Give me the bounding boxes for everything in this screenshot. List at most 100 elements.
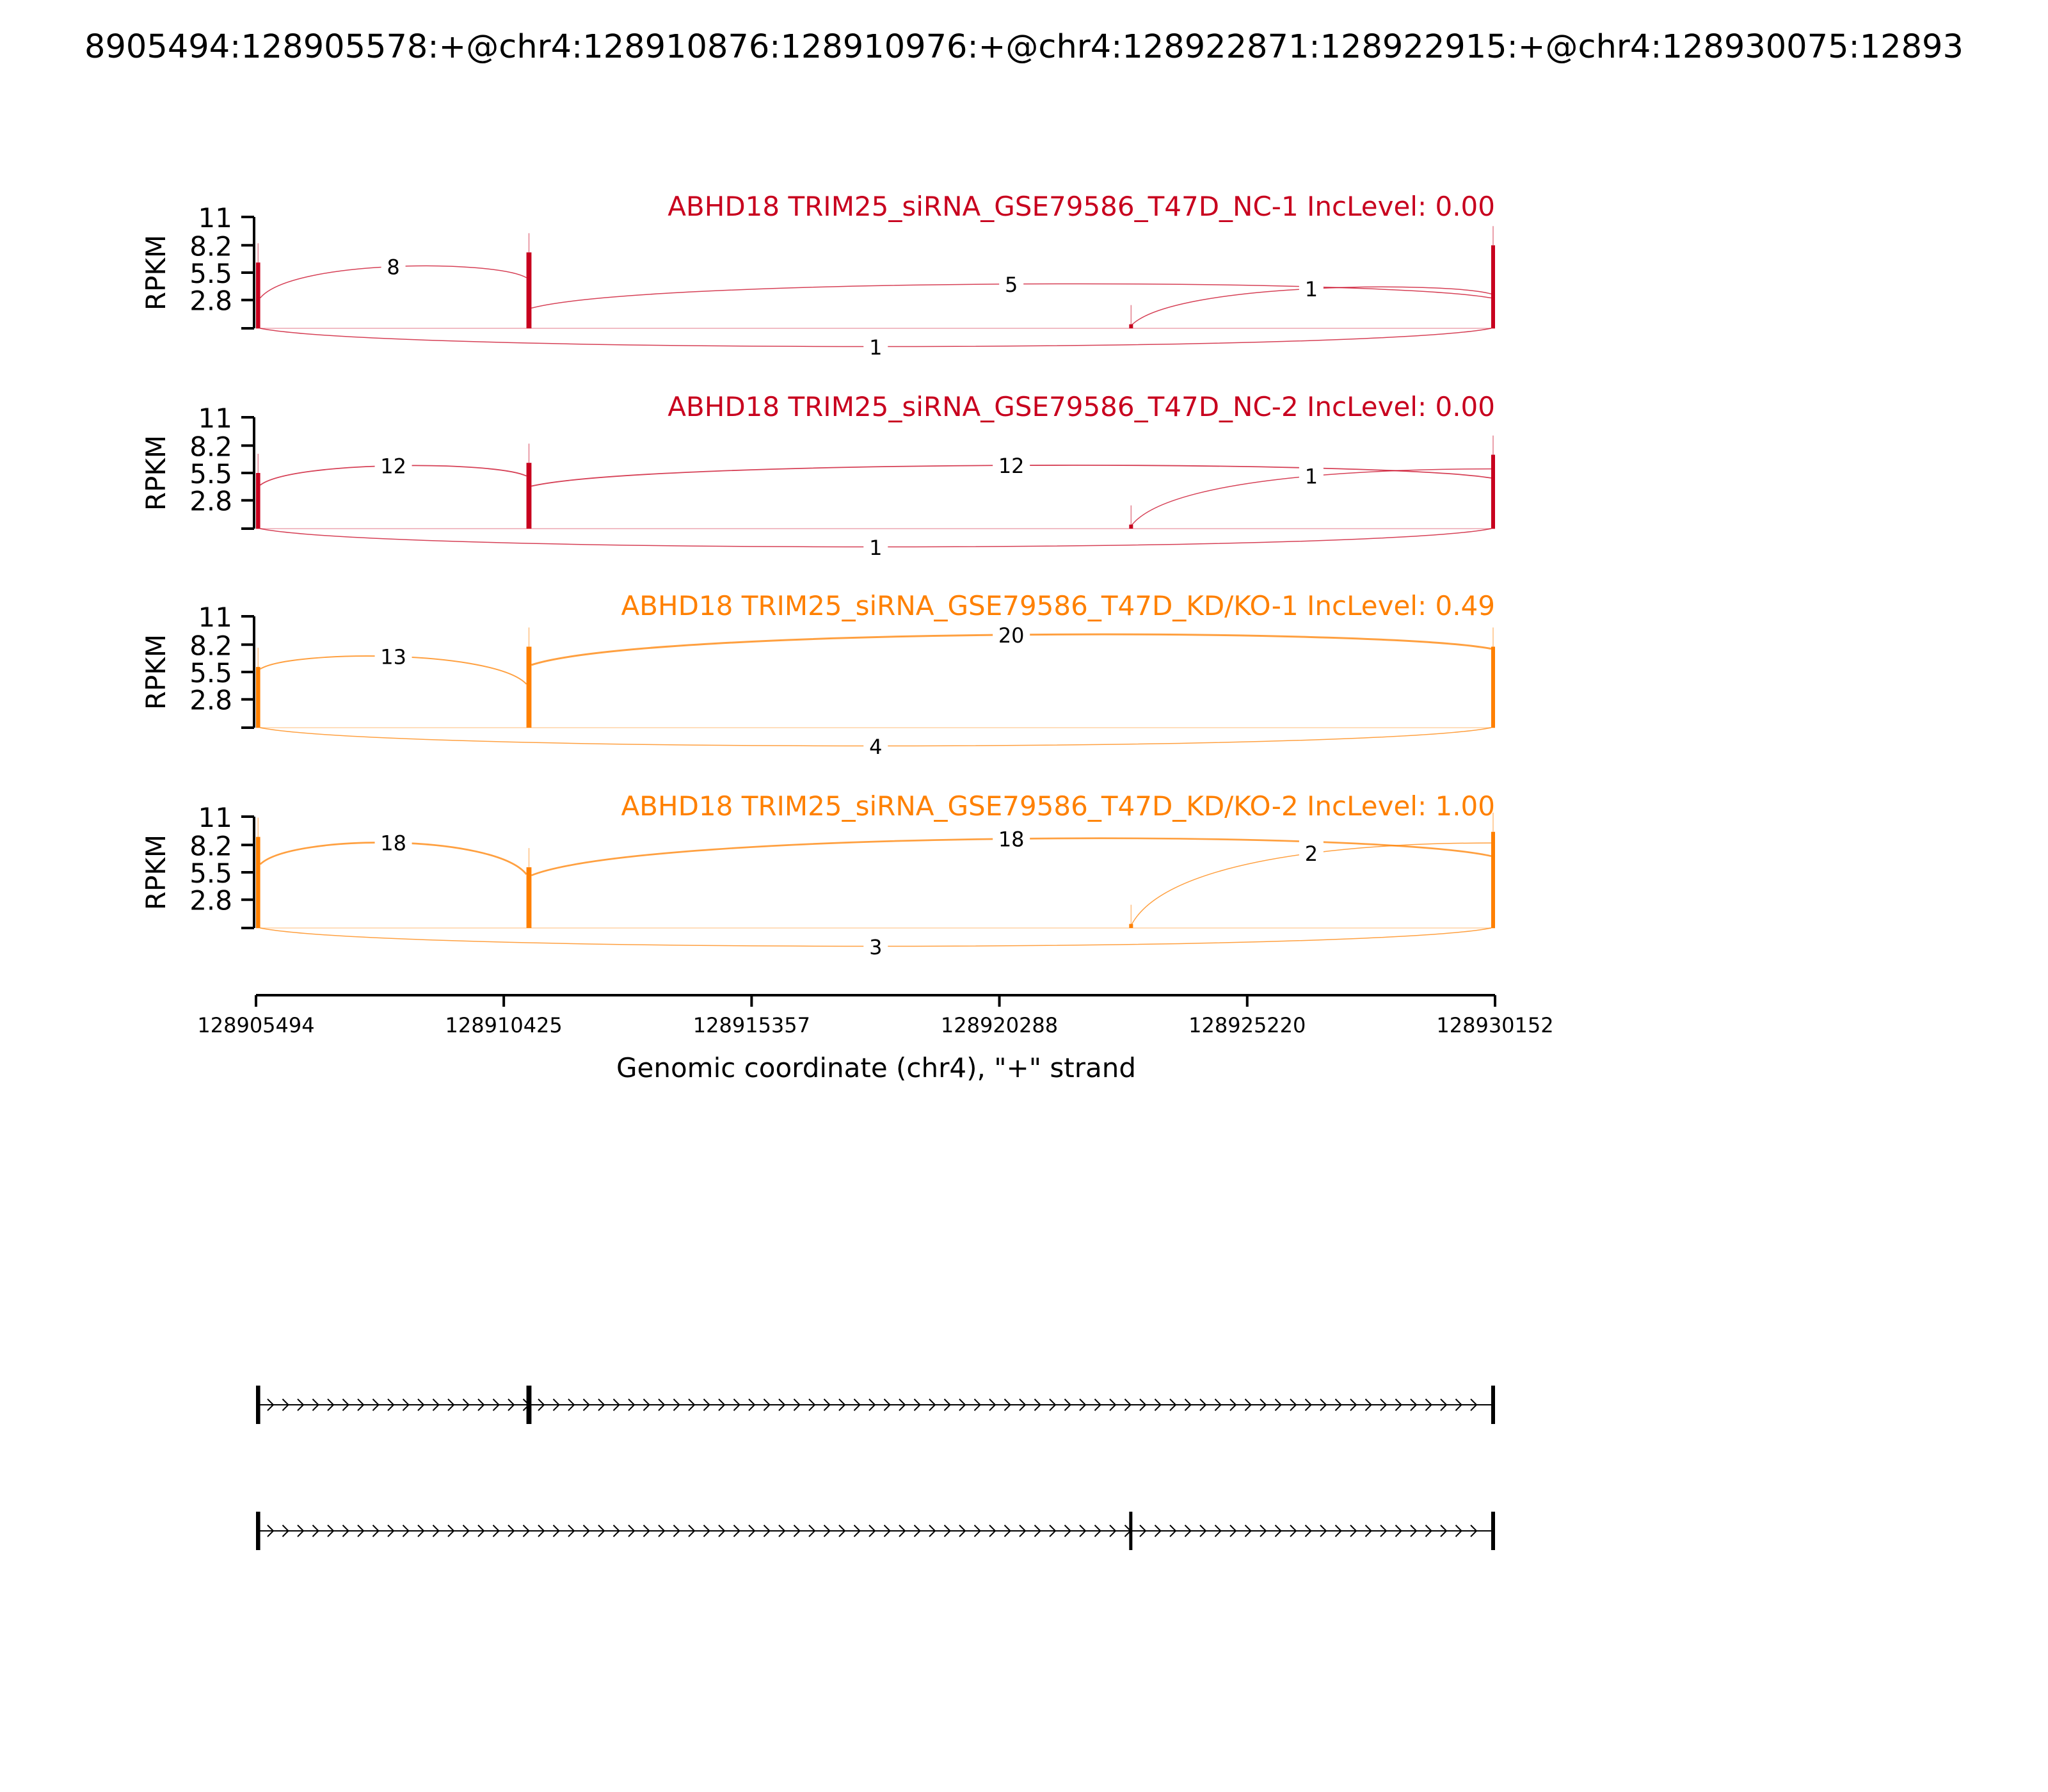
strand-arrow: [1004, 1524, 1011, 1537]
junction-count: 20: [998, 623, 1025, 648]
y-tick-label: 2.8: [189, 285, 232, 317]
strand-arrow: [1290, 1524, 1297, 1537]
strand-arrow: [417, 1524, 425, 1537]
strand-arrow: [1350, 1524, 1357, 1537]
strand-arrow: [1364, 1398, 1372, 1411]
strand-arrow: [688, 1398, 696, 1411]
strand-arrow: [462, 1398, 470, 1411]
strand-arrow: [1410, 1398, 1418, 1411]
strand-arrow: [959, 1398, 966, 1411]
y-tick-label: 5.5: [189, 458, 232, 490]
strand-arrow: [387, 1524, 395, 1537]
y-tick-label: 2.8: [189, 885, 232, 916]
x-tick-label: 128915357: [693, 1013, 810, 1037]
strand-arrow: [582, 1398, 590, 1411]
exon-coverage: [1129, 324, 1133, 328]
strand-arrow: [342, 1524, 349, 1537]
strand-arrow: [282, 1398, 289, 1411]
strand-arrow: [763, 1524, 771, 1537]
strand-arrow: [853, 1398, 861, 1411]
strand-arrow: [1244, 1524, 1252, 1537]
junction-count: 18: [998, 828, 1025, 852]
strand-arrow: [1169, 1398, 1177, 1411]
strand-arrow: [658, 1524, 666, 1537]
strand-arrow: [1184, 1524, 1192, 1537]
exon-coverage: [1129, 524, 1133, 529]
junction-count: 1: [869, 536, 882, 560]
strand-arrow: [1320, 1398, 1327, 1411]
exon-coverage: [1491, 646, 1495, 728]
strand-arrow: [402, 1398, 410, 1411]
strand-arrow: [913, 1524, 921, 1537]
sashimi-panel: 2.85.58.211 RPKM ABHD18 TRIM25_siRNA_GSE79…: [140, 790, 1495, 961]
exon-coverage: [526, 646, 532, 728]
panel-title: ABHD18 TRIM25_siRNA_GSE79586_T47D_KD/KO-…: [621, 590, 1495, 621]
y-tick-label: 8.2: [189, 630, 232, 661]
strand-arrow: [1274, 1524, 1282, 1537]
strand-arrow: [1410, 1524, 1418, 1537]
strand-arrow: [913, 1398, 921, 1411]
strand-arrow: [1304, 1524, 1312, 1537]
strand-arrow: [1440, 1398, 1448, 1411]
y-tick-label: 8.2: [189, 431, 232, 462]
strand-arrow: [1064, 1398, 1071, 1411]
strand-arrow: [282, 1524, 289, 1537]
strand-arrow: [1214, 1398, 1222, 1411]
exon-coverage: [1491, 454, 1495, 529]
strand-arrow: [447, 1524, 455, 1537]
strand-arrow: [267, 1398, 275, 1411]
strand-arrow: [643, 1398, 650, 1411]
strand-arrow: [883, 1524, 891, 1537]
strand-arrow: [447, 1398, 455, 1411]
strand-arrow: [417, 1398, 425, 1411]
exon-block: [256, 1386, 260, 1424]
strand-arrow: [823, 1398, 831, 1411]
junction-count-bg: [863, 332, 888, 361]
strand-arrow: [462, 1524, 470, 1537]
strand-arrow: [1169, 1524, 1177, 1537]
strand-arrow: [628, 1524, 636, 1537]
strand-arrow: [1094, 1524, 1101, 1537]
strand-arrow: [1004, 1398, 1011, 1411]
exon-coverage: [526, 867, 532, 928]
strand-arrow: [1094, 1398, 1101, 1411]
y-tick-label: 11: [198, 403, 232, 434]
strand-arrow: [492, 1398, 500, 1411]
junction-count-bg: [381, 251, 406, 281]
strand-arrow: [1139, 1398, 1147, 1411]
isoform-model: [256, 1512, 1495, 1550]
y-axis-label: RPKM: [140, 835, 172, 910]
y-axis-label: RPKM: [140, 634, 172, 710]
x-tick-label: 128925220: [1188, 1013, 1306, 1037]
strand-arrow: [868, 1524, 876, 1537]
panel-title: ABHD18 TRIM25_siRNA_GSE79586_T47D_NC-1 I…: [668, 191, 1495, 222]
strand-arrow: [552, 1524, 560, 1537]
strand-arrow: [688, 1524, 696, 1537]
strand-arrow: [568, 1524, 575, 1537]
y-tick-label: 11: [198, 802, 232, 833]
strand-arrow: [432, 1524, 440, 1537]
strand-arrow: [522, 1524, 530, 1537]
strand-arrow: [342, 1398, 349, 1411]
strand-arrow: [929, 1398, 936, 1411]
junction-count: 1: [869, 335, 882, 360]
strand-arrow: [808, 1524, 816, 1537]
exon-block: [1491, 1386, 1495, 1424]
strand-arrow: [643, 1524, 650, 1537]
strand-arrow: [1274, 1398, 1282, 1411]
strand-arrow: [1049, 1398, 1057, 1411]
strand-arrow: [612, 1524, 620, 1537]
junction-count-bg: [1299, 838, 1324, 868]
strand-arrow: [989, 1398, 996, 1411]
exon-coverage: [526, 252, 532, 328]
strand-arrow: [372, 1524, 380, 1537]
y-tick-label: 8.2: [189, 830, 232, 861]
strand-arrow: [492, 1524, 500, 1537]
strand-arrow: [748, 1524, 756, 1537]
x-tick-label: 128930152: [1436, 1013, 1553, 1037]
strand-arrow: [297, 1524, 305, 1537]
junction-count-bg: [993, 823, 1030, 853]
strand-arrow: [929, 1524, 936, 1537]
junction-count-bg: [374, 450, 412, 480]
